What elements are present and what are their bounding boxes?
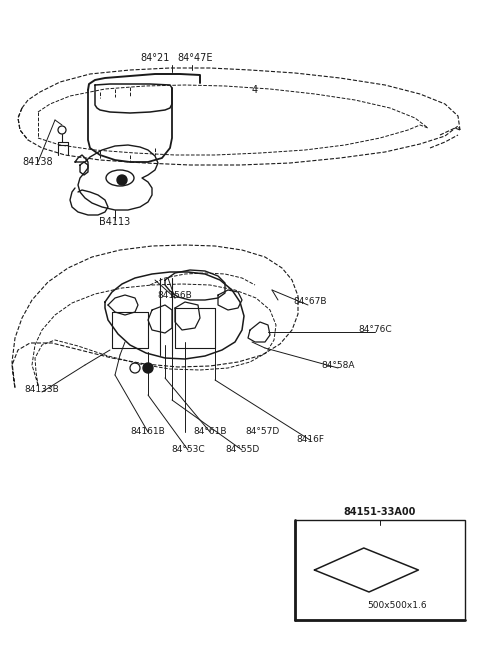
- Circle shape: [143, 363, 153, 373]
- Text: 4: 4: [252, 85, 258, 95]
- Text: 84°58A: 84°58A: [321, 361, 355, 369]
- Text: 500x500x1.6: 500x500x1.6: [367, 602, 427, 610]
- Text: 84°61B: 84°61B: [193, 428, 227, 436]
- Text: 84151-33A00: 84151-33A00: [344, 507, 416, 517]
- Text: 84°67B: 84°67B: [293, 298, 327, 307]
- Text: 84156B: 84156B: [157, 290, 192, 300]
- Text: 84°57D: 84°57D: [245, 428, 279, 436]
- Text: 84138: 84138: [23, 157, 53, 167]
- Text: B4113: B4113: [99, 217, 131, 227]
- Bar: [295, 520, 465, 620]
- Text: 84°53C: 84°53C: [171, 445, 205, 455]
- Text: 84133B: 84133B: [24, 386, 60, 394]
- Text: 84°21: 84°21: [140, 53, 170, 63]
- Text: 84°55D: 84°55D: [225, 445, 259, 455]
- Text: 8416F: 8416F: [296, 436, 324, 445]
- Circle shape: [117, 175, 127, 185]
- Text: 84°76C: 84°76C: [358, 325, 392, 334]
- Text: 84161B: 84161B: [131, 428, 166, 436]
- Text: 84°47E: 84°47E: [177, 53, 213, 63]
